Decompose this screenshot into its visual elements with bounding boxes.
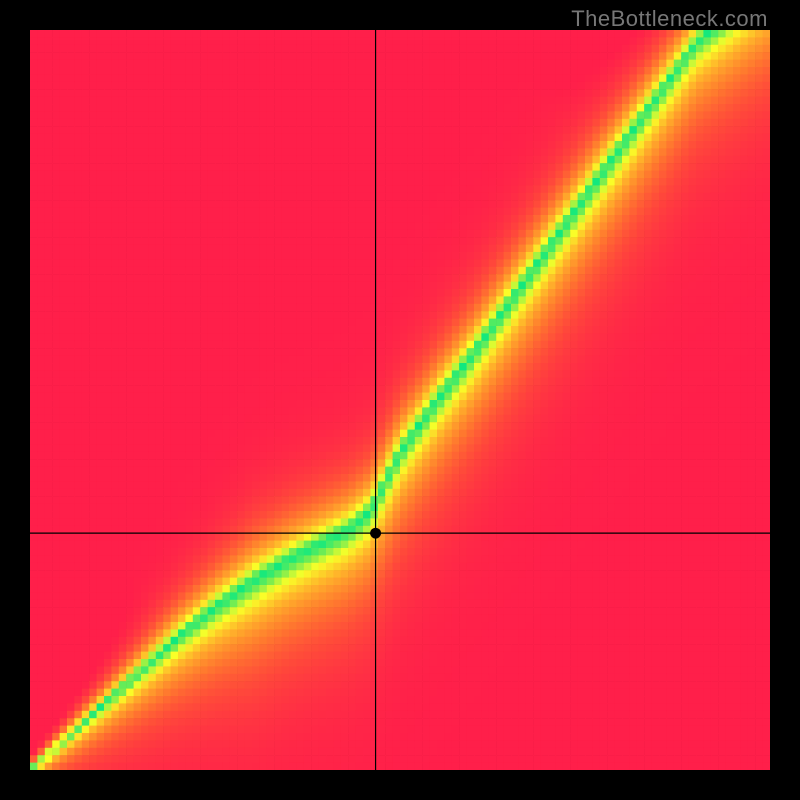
watermark-text: TheBottleneck.com (571, 6, 768, 32)
heatmap-canvas (30, 30, 770, 770)
chart-container: TheBottleneck.com (0, 0, 800, 800)
heatmap-plot (30, 30, 770, 770)
